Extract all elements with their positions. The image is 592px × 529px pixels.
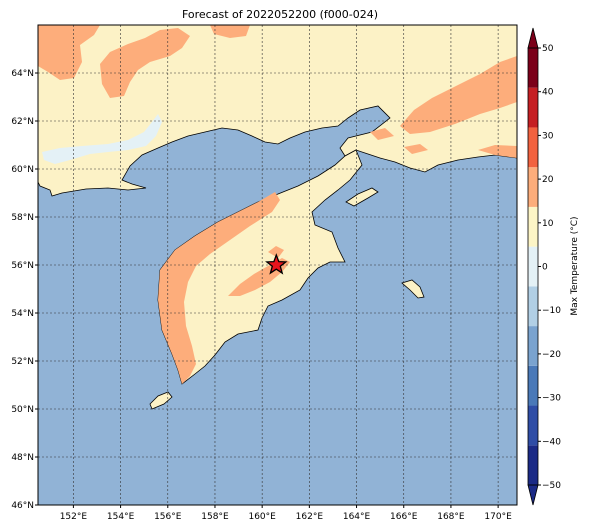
figure-title: Forecast of 2022052200 (f000-024) [182,8,378,21]
colorbar-segment [528,365,538,406]
star-icon [265,253,288,275]
colorbar-label: Max Temperature (°C) [570,216,580,315]
colorbar-segment [528,206,538,247]
cool-area [42,114,162,164]
lon-tick-label: 166°E [390,512,418,522]
colorbar-segment [528,445,538,485]
colorbar-min-extend [527,484,539,506]
colorbar-segment [528,167,538,207]
axis-ticks: 152°E 154°E 156°E 158°E 160°E 162°E 164°E 166°E… [11,69,512,522]
lon-tick-label: 164°E [343,512,371,522]
colorbar-tick-label: 20 [542,175,554,185]
lat-tick-label: 62°N [11,117,34,127]
lat-tick-label: 58°N [11,213,34,223]
warm-area-chukotka-coast [478,145,517,158]
lon-tick-label: 158°E [201,512,229,522]
lon-tick-label: 162°E [296,512,324,522]
mainland-land [38,25,517,197]
lat-tick-label: 50°N [11,405,34,415]
colorbar-tick-label: −10 [542,306,561,316]
warm-area-ne [400,56,517,134]
lat-tick-label: 60°N [11,165,34,175]
karaginsky-island [345,187,379,207]
lat-tick-label: 48°N [11,453,34,463]
map-area [38,25,517,505]
colorbar-tick-label: −40 [542,437,561,447]
lon-tick-label: 160°E [248,512,276,522]
colorbar-tick-label: 40 [542,88,554,98]
colorbar: −50 −40 −30 −20 −10 0 10 20 30 40 50 Max Temperatur… [527,27,580,506]
colorbar-max-extend [527,27,539,49]
colorbar-tick-label: 0 [542,263,548,273]
lon-tick-label: 156°E [154,512,182,522]
warm-area-kam-small [268,246,284,258]
colorbar-tick-label: −20 [542,350,561,360]
lon-tick-label: 154°E [107,512,135,522]
colorbar-segment [528,246,538,287]
lat-tick-label: 54°N [11,309,34,319]
colorbar-segment [528,48,538,88]
colorbar-segment [528,405,538,446]
colorbar-tick-label: −50 [542,481,561,491]
lat-tick-label: 52°N [11,357,34,367]
warm-regions [38,25,517,384]
lon-tick-label: 168°E [437,512,465,522]
lat-tick-label: 56°N [11,261,34,271]
colorbar-segment [528,127,538,168]
colorbar-tick-label: −30 [542,394,561,404]
warm-area-small-2 [404,144,428,154]
lon-tick-label: 170°E [484,512,512,522]
colorbar-tick-label: 30 [542,131,554,141]
warm-area-nw [38,25,100,80]
lon-tick-label: 152°E [60,512,88,522]
warm-area-small-1 [370,128,394,140]
commander-island [401,279,425,299]
graticule [38,25,517,505]
colorbar-segment [528,286,538,327]
colorbar-segment [528,87,538,128]
colorbar-tick-label: 50 [542,44,554,54]
warm-area-kam-west [158,192,280,384]
colorbar-tick-label: 10 [542,219,554,229]
lat-tick-label: 46°N [11,501,34,511]
lat-tick-label: 64°N [11,69,34,79]
warm-area-north-2 [210,25,250,38]
colorbar-segment [528,326,538,366]
